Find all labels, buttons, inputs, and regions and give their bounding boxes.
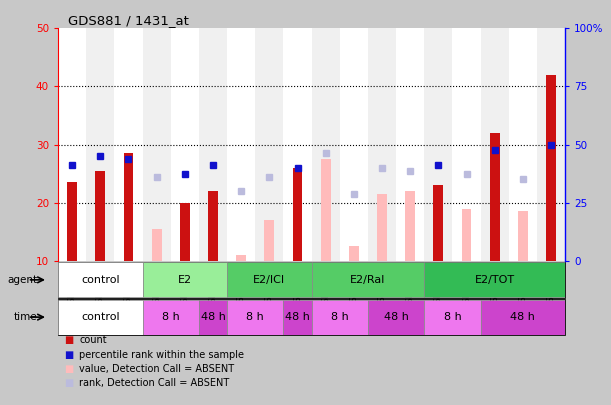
Text: ■: ■ — [64, 364, 73, 374]
Bar — [377, 194, 387, 261]
Text: value, Detection Call = ABSENT: value, Detection Call = ABSENT — [79, 364, 235, 374]
Bar — [142, 300, 199, 335]
Bar — [58, 262, 142, 297]
Bar — [518, 211, 528, 261]
Bar — [95, 171, 105, 261]
Bar — [170, 28, 199, 261]
Bar — [509, 28, 537, 261]
Bar — [490, 133, 500, 261]
Bar — [546, 75, 556, 261]
Text: E2/ICI: E2/ICI — [254, 275, 285, 285]
Text: 48 h: 48 h — [200, 312, 225, 322]
Bar — [284, 300, 312, 335]
Bar — [396, 28, 424, 261]
Text: time: time — [14, 312, 38, 322]
Bar — [433, 185, 444, 261]
Bar — [349, 246, 359, 261]
Text: 48 h: 48 h — [384, 312, 409, 322]
Bar — [424, 262, 565, 297]
Text: GDS881 / 1431_at: GDS881 / 1431_at — [68, 14, 189, 27]
Text: agent: agent — [7, 275, 38, 285]
Bar — [208, 191, 218, 261]
Bar — [424, 300, 481, 335]
Bar — [537, 28, 565, 261]
Bar — [405, 191, 415, 261]
Bar — [152, 229, 161, 261]
Bar — [58, 300, 142, 335]
Bar — [340, 28, 368, 261]
Text: 8 h: 8 h — [162, 312, 180, 322]
Text: control: control — [81, 275, 120, 285]
Bar — [86, 28, 114, 261]
Bar — [227, 28, 255, 261]
Bar — [199, 300, 227, 335]
Bar — [67, 182, 77, 261]
Text: 48 h: 48 h — [510, 312, 535, 322]
Bar — [368, 28, 396, 261]
Bar — [236, 255, 246, 261]
Bar — [424, 28, 453, 261]
Text: E2/Ral: E2/Ral — [350, 275, 386, 285]
Bar — [142, 28, 170, 261]
Text: 8 h: 8 h — [444, 312, 461, 322]
Bar — [293, 168, 302, 261]
Text: E2: E2 — [178, 275, 192, 285]
Bar — [284, 28, 312, 261]
Bar — [481, 300, 565, 335]
Text: rank, Detection Call = ABSENT: rank, Detection Call = ABSENT — [79, 378, 230, 388]
Bar — [453, 28, 481, 261]
Bar — [142, 262, 227, 297]
Bar — [368, 300, 424, 335]
Text: ■: ■ — [64, 378, 73, 388]
Text: control: control — [81, 312, 120, 322]
Bar — [265, 220, 274, 261]
Text: E2/TOT: E2/TOT — [475, 275, 515, 285]
Text: count: count — [79, 335, 107, 345]
Bar — [481, 28, 509, 261]
Bar — [312, 28, 340, 261]
Bar — [123, 153, 133, 261]
Text: ■: ■ — [64, 335, 73, 345]
Bar — [312, 262, 424, 297]
Bar — [255, 28, 284, 261]
Text: percentile rank within the sample: percentile rank within the sample — [79, 350, 244, 360]
Text: 8 h: 8 h — [331, 312, 349, 322]
Bar — [58, 28, 86, 261]
Bar — [199, 28, 227, 261]
Bar — [462, 209, 472, 261]
Text: ■: ■ — [64, 350, 73, 360]
Bar — [114, 28, 142, 261]
Bar — [227, 262, 312, 297]
Text: 48 h: 48 h — [285, 312, 310, 322]
Bar — [312, 300, 368, 335]
Bar — [227, 300, 284, 335]
Bar — [321, 159, 331, 261]
Bar — [180, 202, 190, 261]
Text: 8 h: 8 h — [246, 312, 264, 322]
